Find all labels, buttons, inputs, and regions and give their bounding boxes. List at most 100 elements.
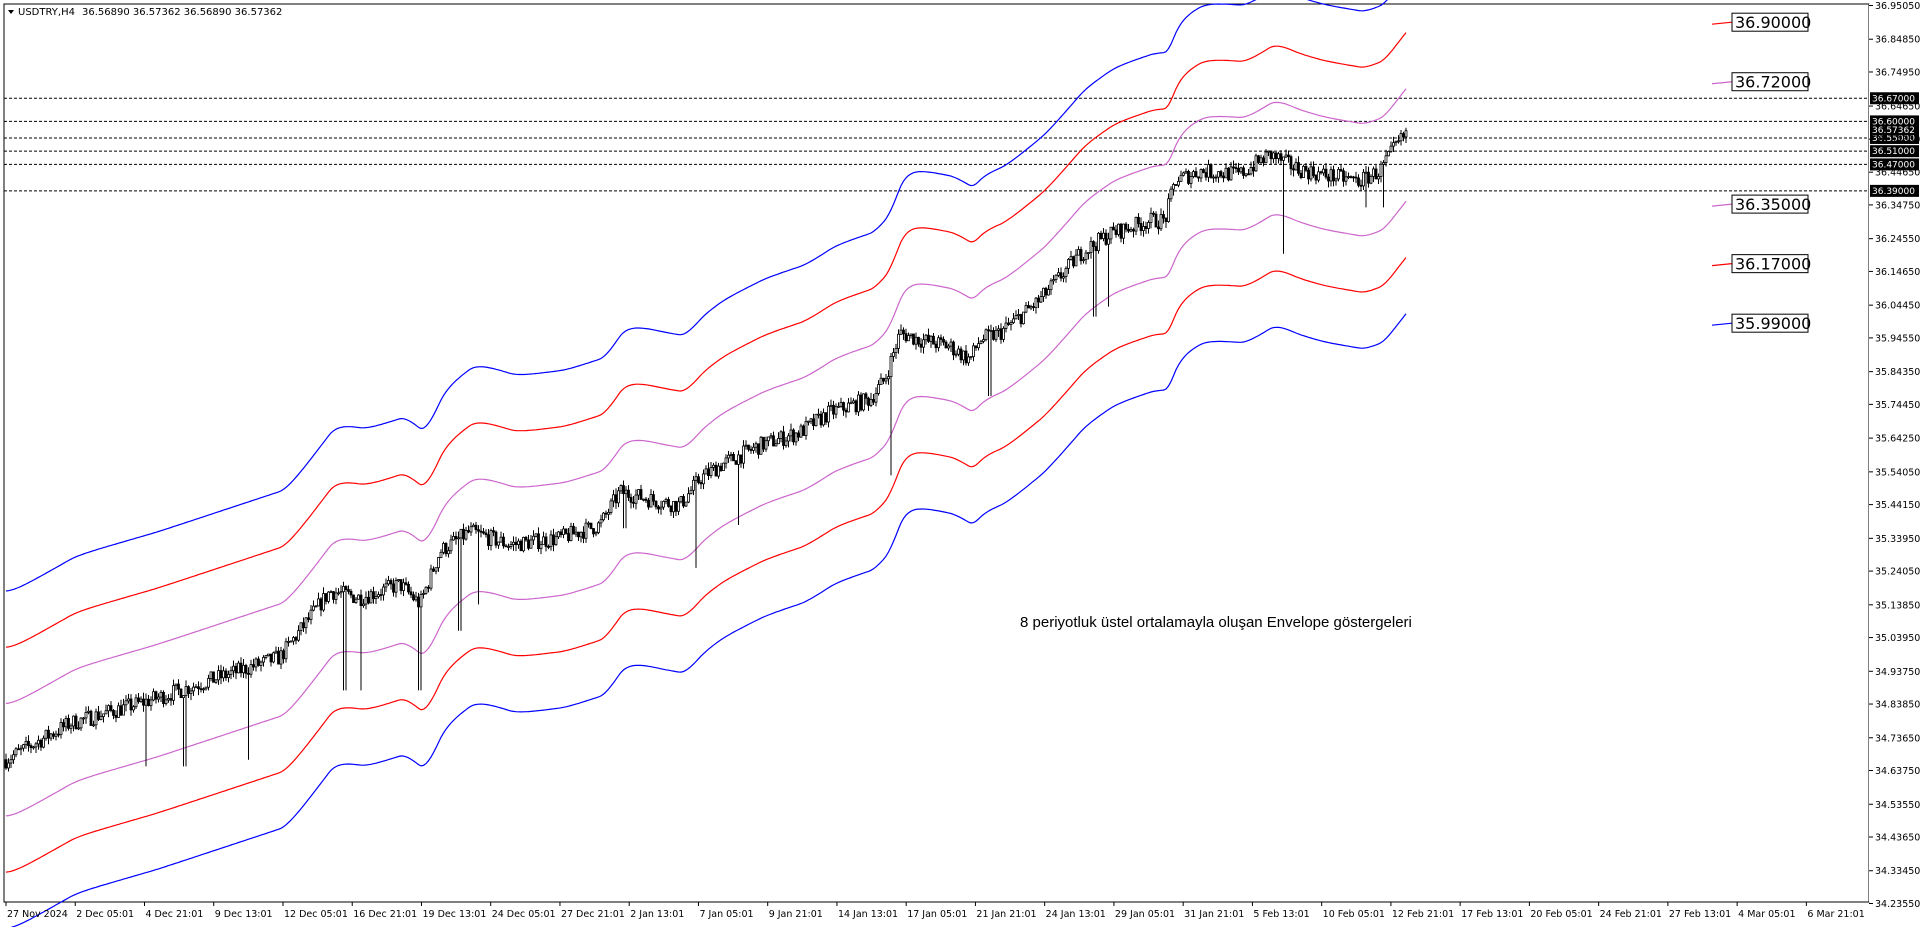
candle-body <box>1274 152 1278 159</box>
candle-body <box>704 468 708 475</box>
candle-body <box>1097 232 1100 252</box>
y-tick-label: 36.34750 <box>1875 200 1920 211</box>
candle-body <box>1374 168 1378 180</box>
candle-body <box>749 448 753 451</box>
y-tick-label: 36.14650 <box>1875 267 1920 278</box>
candle-body <box>862 393 865 411</box>
candle-body <box>1129 229 1133 232</box>
candle-body <box>884 378 888 382</box>
candle-body <box>1142 226 1145 231</box>
y-tick-label: 34.93750 <box>1875 667 1920 678</box>
candle-body <box>774 443 778 447</box>
envelope-violet_lower <box>5 200 1407 817</box>
candle-body <box>54 733 58 737</box>
candle-body <box>854 400 858 413</box>
candle-body <box>1154 213 1158 228</box>
envelope-blue_upper <box>5 0 1388 592</box>
candle-body <box>1197 176 1200 179</box>
y-tick-label: 36.84850 <box>1875 35 1920 46</box>
y-tick-label: 36.04450 <box>1875 301 1920 312</box>
x-tick-label: 17 Jan 05:01 <box>907 909 967 920</box>
candle-body <box>154 691 158 700</box>
candle-body <box>777 437 780 445</box>
candle-body <box>104 710 108 715</box>
candle-body <box>319 598 323 611</box>
candle-body <box>454 536 458 540</box>
candle-body <box>1364 171 1368 174</box>
x-tick-label: 29 Jan 05:01 <box>1115 909 1175 920</box>
candle-body <box>677 501 680 512</box>
candle-body <box>1194 171 1198 178</box>
y-tick-label: 34.43650 <box>1875 833 1920 844</box>
candle-body <box>747 444 750 450</box>
candle-body <box>944 341 948 349</box>
candle-body <box>952 341 955 356</box>
candle-body <box>174 683 178 686</box>
candle-body <box>1102 232 1105 239</box>
candle-body <box>74 715 78 730</box>
candle-body <box>587 522 590 525</box>
candle-body <box>1184 170 1188 174</box>
candle-body <box>374 596 378 600</box>
candle-body <box>397 579 400 581</box>
y-tick-label: 35.94550 <box>1875 333 1920 344</box>
candle-body <box>382 586 385 596</box>
candle-body <box>457 537 460 540</box>
candle-body <box>897 333 900 349</box>
candle-body <box>1012 318 1015 323</box>
candle-body <box>59 722 63 735</box>
candle-body <box>672 501 675 513</box>
candle-body <box>914 336 918 345</box>
candle-body <box>487 534 490 546</box>
candle-body <box>1047 289 1050 296</box>
candle-body <box>482 531 485 534</box>
x-tick-label: 31 Jan 21:01 <box>1184 909 1244 920</box>
envelope-red_upper <box>5 32 1407 648</box>
candle-body <box>64 717 68 728</box>
candle-body <box>927 334 930 342</box>
candle-body <box>839 402 843 407</box>
candle-body <box>264 655 268 658</box>
candle-body <box>42 737 45 748</box>
candle-body <box>492 530 495 533</box>
candle-body <box>1119 223 1123 239</box>
envelope-blue_lower <box>10 313 1407 927</box>
candle-body <box>1327 176 1330 182</box>
candle-body <box>732 454 735 462</box>
y-tick-label: 34.53550 <box>1875 800 1920 811</box>
candle-body <box>1342 170 1345 182</box>
candle-body <box>169 698 173 701</box>
candle-body <box>189 690 193 694</box>
candle-body <box>459 528 463 539</box>
candle-body <box>1034 297 1038 308</box>
candle-body <box>547 545 550 548</box>
candle-body <box>899 329 903 335</box>
candle-body <box>1377 176 1380 180</box>
candle-body <box>847 402 850 413</box>
candle-body <box>694 476 698 481</box>
candle-body <box>1382 162 1385 165</box>
candle-body <box>722 462 725 472</box>
candle-body <box>937 337 940 349</box>
candle-body <box>1359 184 1363 187</box>
candle-body <box>832 404 835 415</box>
candle-body <box>1307 169 1310 180</box>
candle-body <box>1124 223 1128 230</box>
candle-body <box>149 699 153 707</box>
candle-body <box>1202 169 1205 173</box>
candle-body <box>657 506 660 510</box>
candle-body <box>907 335 910 342</box>
candle-body <box>1094 246 1098 252</box>
candle-body <box>424 586 428 594</box>
candle-body <box>1309 166 1313 180</box>
candle-body <box>359 594 363 607</box>
candle-body <box>762 436 765 450</box>
candle-body <box>1254 155 1258 172</box>
candle-body <box>1109 226 1113 240</box>
candle-body <box>179 688 183 699</box>
candle-body <box>974 345 978 349</box>
menu-triangle-icon[interactable] <box>8 10 14 14</box>
candle-body <box>1289 156 1293 170</box>
candle-body <box>784 440 788 446</box>
